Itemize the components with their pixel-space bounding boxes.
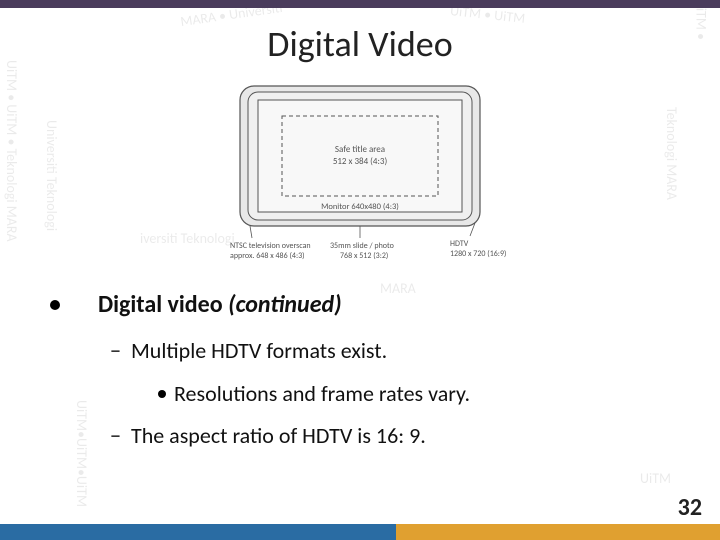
sub2-item: Resolutions and frame rates vary. xyxy=(158,380,690,409)
main-bullet: Digital video (continued) xyxy=(50,290,690,319)
sub-text-1: Multiple HDTV formats exist. xyxy=(131,337,387,366)
sub-item: − Multiple HDTV formats exist. xyxy=(110,337,690,366)
hdtv-label-2: 1280 x 720 (16:9) xyxy=(450,249,506,259)
top-accent-bar xyxy=(0,0,720,8)
dash-icon: − xyxy=(110,337,121,366)
slide-label-1: 35mm slide / photo xyxy=(330,241,394,251)
slide-content: Digital Video Safe title area 512 x 384 … xyxy=(0,8,720,451)
bottom-bar-blue xyxy=(0,524,396,540)
sub-text-2: The aspect ratio of HDTV is 16: 9. xyxy=(131,422,426,451)
bottom-accent-bars xyxy=(0,524,720,540)
page-number: 32 xyxy=(678,493,702,522)
resolution-diagram: Safe title area 512 x 384 (4:3) Monitor … xyxy=(190,78,530,268)
hdtv-label-1: HDTV xyxy=(450,239,469,249)
ntsc-label-2: approx. 648 x 486 (4:3) xyxy=(230,251,305,261)
bottom-bar-orange xyxy=(396,524,720,540)
bullet-list: Digital video (continued) − Multiple HDT… xyxy=(30,290,690,451)
sub-list: − Multiple HDTV formats exist. xyxy=(50,337,690,366)
main-bullet-text: Digital video (continued) xyxy=(98,290,342,319)
safe-title-label-1: Safe title area xyxy=(335,144,385,155)
sub-list-2: − The aspect ratio of HDTV is 16: 9. xyxy=(50,422,690,451)
slide-title: Digital Video xyxy=(30,22,690,66)
sub2-list: Resolutions and frame rates vary. xyxy=(50,380,690,409)
sub-item: − The aspect ratio of HDTV is 16: 9. xyxy=(110,422,690,451)
monitor-label: Monitor 640x480 (4:3) xyxy=(321,202,399,212)
ntsc-label-1: NTSC television overscan xyxy=(230,241,311,251)
small-dot-icon xyxy=(158,390,166,398)
sub2-text: Resolutions and frame rates vary. xyxy=(174,380,470,409)
bullet-dot-icon xyxy=(50,300,60,310)
slide-label-2: 768 x 512 (3:2) xyxy=(340,251,388,261)
safe-title-label-2: 512 x 384 (4:3) xyxy=(333,156,388,167)
dash-icon: − xyxy=(110,422,121,451)
